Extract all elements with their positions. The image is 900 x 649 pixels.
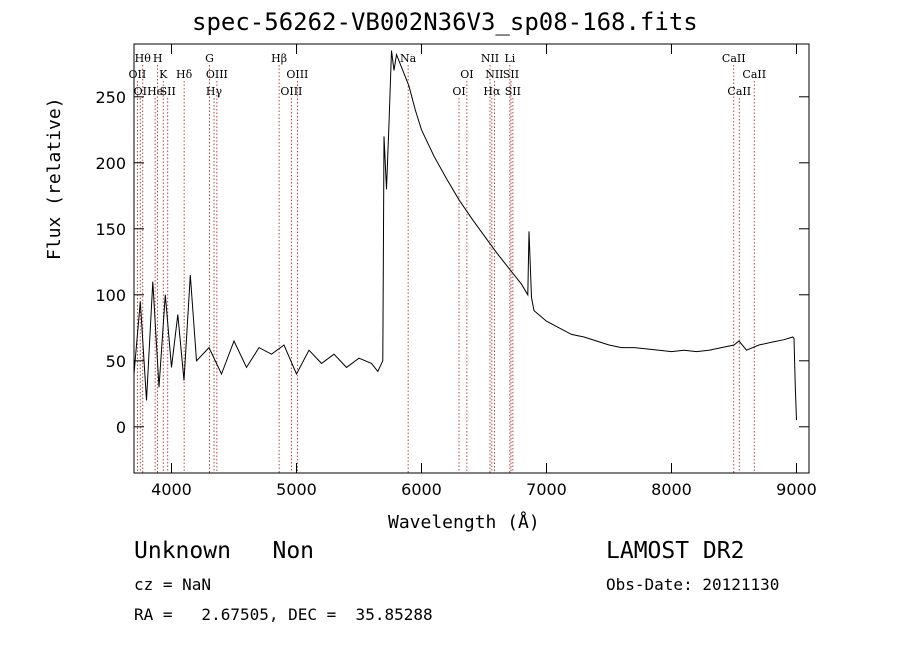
redshift-value: cz = NaN <box>134 575 212 594</box>
spectrum-line <box>133 50 797 421</box>
line-label: OIII <box>280 85 302 98</box>
line-label: G <box>205 52 214 65</box>
line-label: K <box>159 68 168 81</box>
object-class: Unknown Non <box>134 538 315 564</box>
line-label: Hθ <box>135 52 152 65</box>
y-tick-label: 250 <box>95 88 126 107</box>
line-label: SII <box>505 85 521 98</box>
line-label: H <box>153 52 163 65</box>
axis-ticks: 4000 5000 6000 7000 8000 9000 0 50 100 150 200 250 <box>95 44 817 499</box>
line-label: SII <box>160 85 176 98</box>
line-label: NII <box>485 68 503 81</box>
line-label: CaII <box>727 85 751 98</box>
x-tick-label: 8000 <box>651 480 692 499</box>
line-label: OII <box>129 68 147 81</box>
y-tick-label: 50 <box>106 352 126 371</box>
line-label: OI <box>452 85 465 98</box>
line-label: NII <box>481 52 499 65</box>
emission-line-labels: OIIOIHθHeHKSIIHδGHγOIIIHβOIIIOIIINaOIOIN… <box>129 52 767 98</box>
observation-date: Obs-Date: 20121130 <box>606 575 780 594</box>
line-label: OI <box>460 68 473 81</box>
plot-frame <box>133 43 810 474</box>
survey-name: LAMOST DR2 <box>606 538 745 564</box>
coordinates: RA = 2.67505, DEC = 35.85288 <box>134 605 433 624</box>
chart-title: spec-56262-VB002N36V3_sp08-168.fits <box>192 8 698 36</box>
line-label: Li <box>504 52 515 65</box>
line-label: CaII <box>742 68 766 81</box>
line-label: OIII <box>206 68 228 81</box>
x-tick-label: 6000 <box>401 480 442 499</box>
x-tick-label: 5000 <box>276 480 317 499</box>
emission-line-markers <box>136 65 755 473</box>
y-tick-label: 100 <box>95 286 126 305</box>
y-axis-label: Flux (relative) <box>44 97 65 260</box>
line-label: OI <box>134 85 147 98</box>
line-label: CaII <box>722 52 746 65</box>
x-tick-label: 9000 <box>776 480 817 499</box>
line-label: Hδ <box>176 68 193 81</box>
x-axis-label: Wavelength (Å) <box>388 512 540 533</box>
line-label: He <box>147 85 163 98</box>
y-tick-label: 200 <box>95 154 126 173</box>
y-tick-label: 150 <box>95 220 126 239</box>
line-label: Hα <box>483 85 501 98</box>
line-label: Hβ <box>271 52 287 65</box>
line-label: Na <box>400 52 417 65</box>
x-tick-label: 7000 <box>526 480 567 499</box>
line-label: OIII <box>286 68 308 81</box>
line-label: SII <box>503 68 519 81</box>
line-label: Hγ <box>206 85 223 98</box>
x-tick-label: 4000 <box>151 480 192 499</box>
y-tick-label: 0 <box>116 418 126 437</box>
